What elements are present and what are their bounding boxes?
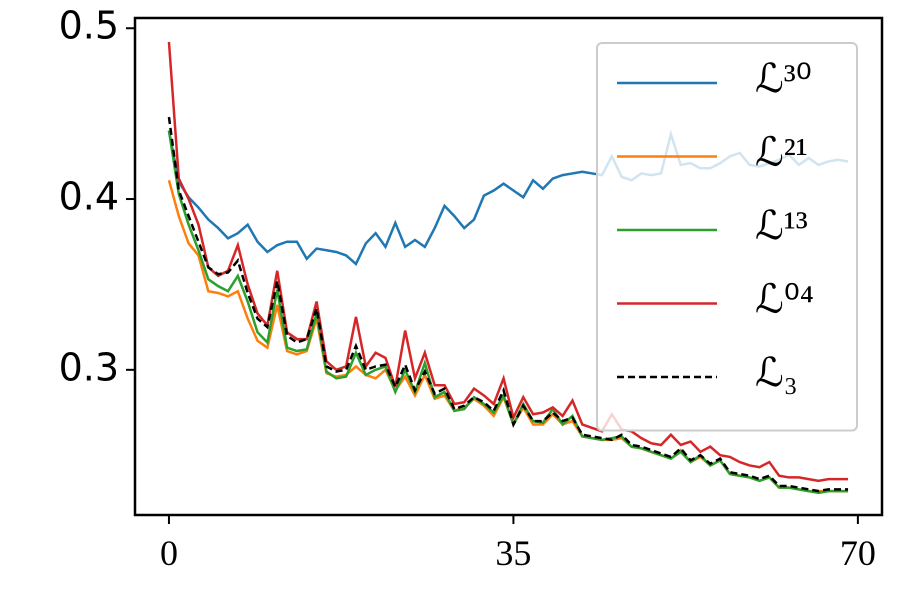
legend-label: ℒ⁰⁴ <box>755 277 814 322</box>
y-tick-label: 0.3 <box>59 345 119 389</box>
y-tick-label: 0.4 <box>59 175 119 219</box>
legend-label: ℒ¹³ <box>755 203 808 248</box>
axes-frame <box>133 16 884 517</box>
legend-label: ℒ²¹ <box>755 130 808 175</box>
x-tick-label: 70 <box>840 533 876 573</box>
legend-frame <box>596 42 858 432</box>
y-tick-label: 0.5 <box>59 4 119 48</box>
legend-label: ℒ³⁰ <box>755 56 812 101</box>
x-tick-label: 35 <box>495 533 531 573</box>
series-line <box>167 130 849 495</box>
x-tick-label: 0 <box>160 533 178 573</box>
legend-label: ℒ₃ <box>755 350 798 395</box>
series-line <box>167 116 849 493</box>
